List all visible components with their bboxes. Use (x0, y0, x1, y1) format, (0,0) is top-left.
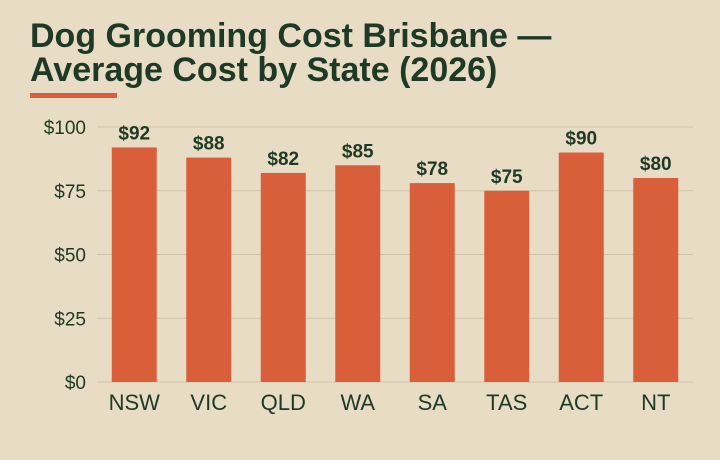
data-label-act: $90 (565, 129, 597, 150)
category-label-tas: TAS (486, 390, 527, 415)
y-axis-tick-labels: $0 $25 $50 $75 $100 (44, 118, 86, 394)
data-label-nt: $80 (640, 154, 672, 175)
data-label-qld: $82 (267, 149, 299, 170)
bar-vic (186, 157, 232, 382)
bar-nsw (111, 147, 157, 382)
y-tick-label: $75 (54, 182, 86, 203)
category-label-wa: WA (340, 390, 375, 415)
data-label-wa: $85 (342, 141, 374, 162)
category-label-nsw: NSW (109, 390, 161, 415)
data-label-sa: $78 (416, 159, 448, 180)
category-label-qld: QLD (261, 390, 306, 415)
bar-tas (484, 190, 530, 382)
category-label-nt: NT (641, 390, 670, 415)
bar-qld (260, 172, 306, 382)
category-label-act: ACT (559, 390, 603, 415)
data-label-nsw: $92 (118, 123, 150, 144)
bar-nt (633, 178, 679, 382)
bar-wa (335, 165, 381, 382)
data-labels: $92 $88 $82 $85 $78 $75 $90 $80 (118, 123, 671, 187)
y-tick-label: $100 (44, 118, 86, 139)
y-tick-label: $25 (54, 309, 86, 330)
category-label-vic: VIC (190, 390, 227, 415)
data-label-tas: $75 (491, 167, 523, 188)
category-label-sa: SA (418, 390, 448, 415)
x-axis-category-labels: NSW VIC QLD WA SA TAS ACT NT (109, 390, 671, 415)
y-tick-label: $50 (54, 246, 86, 267)
data-label-vic: $88 (193, 134, 225, 155)
y-tick-label: $0 (65, 373, 86, 394)
chart-title: Dog Grooming Cost Brisbane — Average Cos… (30, 17, 552, 89)
bar-act (558, 152, 604, 382)
title-accent-bar (30, 93, 117, 98)
bar-sa (409, 183, 455, 382)
bars (111, 147, 679, 382)
